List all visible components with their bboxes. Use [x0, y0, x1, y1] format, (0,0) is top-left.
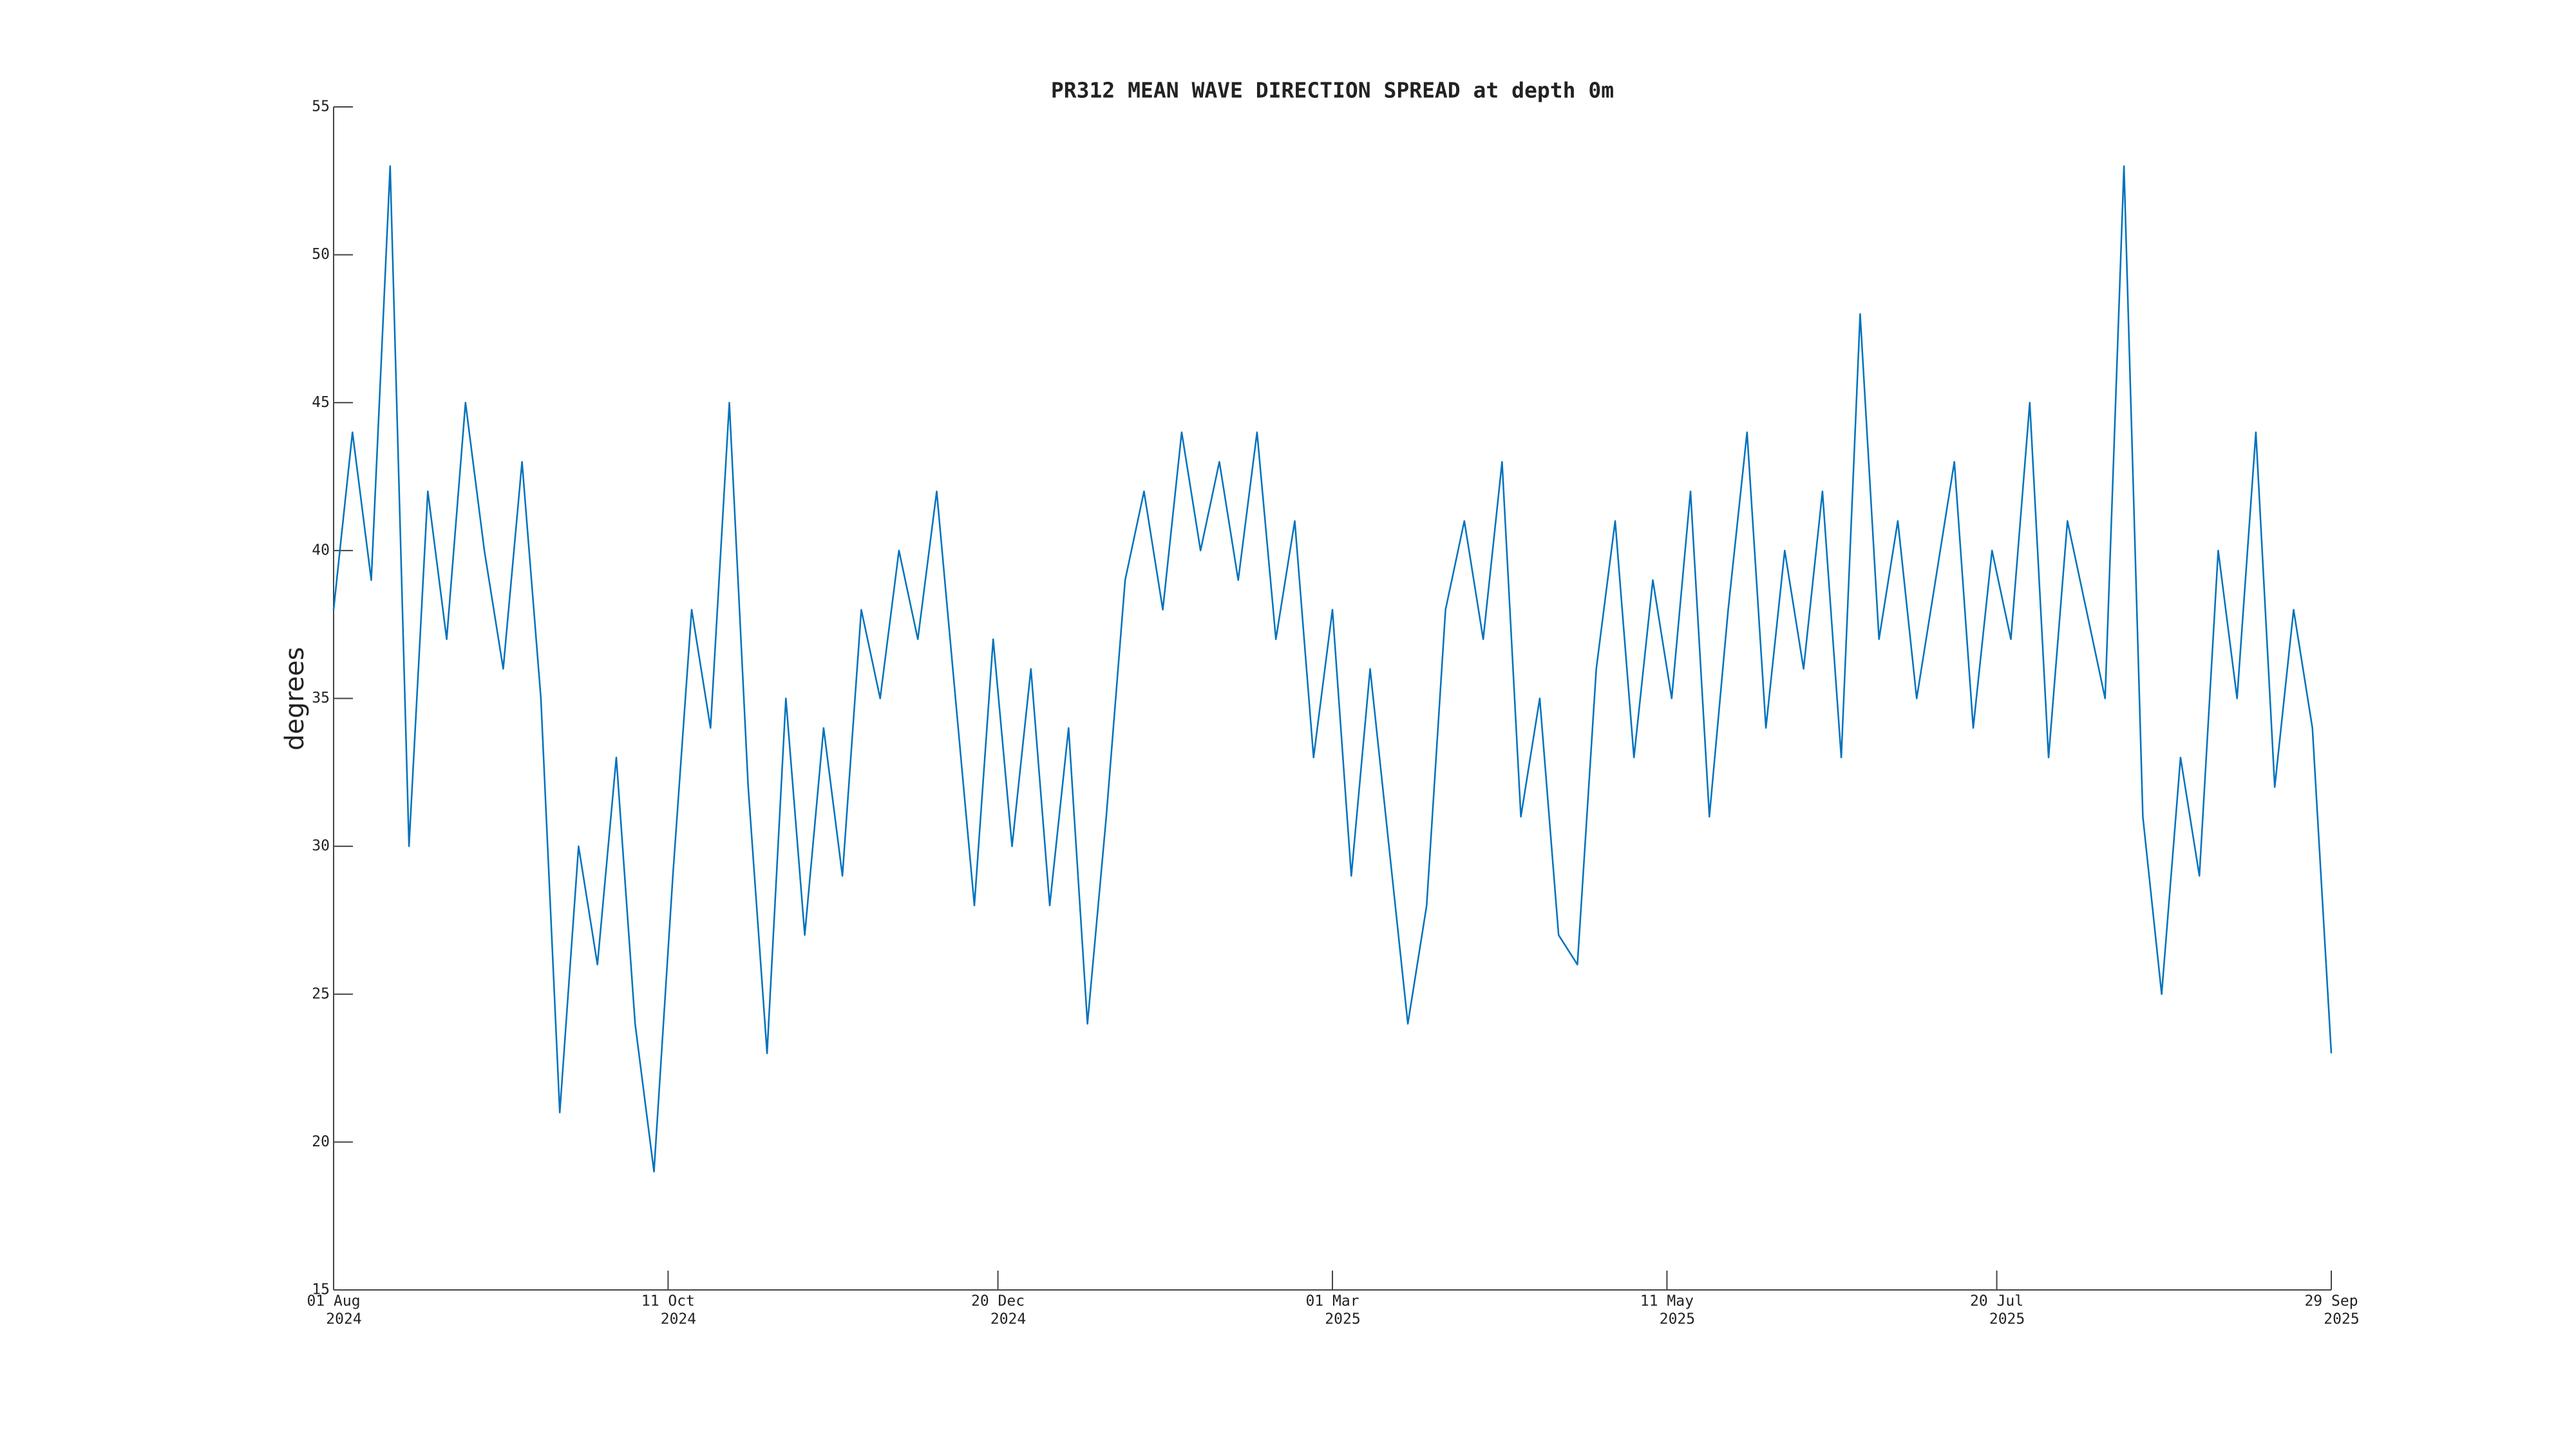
x-tick-label-year: 2024 — [990, 1311, 1026, 1328]
x-tick-label: 11 Oct — [641, 1293, 695, 1310]
data-line — [332, 165, 2333, 1173]
y-tick-label: 50 — [312, 246, 330, 263]
x-tick-label: 01 Aug — [307, 1293, 360, 1310]
x-tick-label-year: 2024 — [326, 1311, 361, 1328]
x-tick-label-year: 2025 — [1325, 1311, 1360, 1328]
x-tick-label: 01 Mar — [1305, 1293, 1359, 1310]
y-tick-label: 45 — [312, 394, 330, 411]
x-tick-label-year: 2025 — [2324, 1311, 2359, 1328]
y-tick-label: 25 — [312, 985, 330, 1002]
y-tick-label: 20 — [312, 1133, 330, 1150]
x-tick-label: 29 Sep — [2304, 1293, 2358, 1310]
y-tick-label: 35 — [312, 690, 330, 706]
x-tick-label-year: 2025 — [1989, 1311, 2025, 1328]
y-tick-label: 55 — [312, 99, 330, 115]
x-tick-label: 11 May — [1640, 1293, 1694, 1310]
chart-title: PR312 MEAN WAVE DIRECTION SPREAD at dept… — [1051, 78, 1614, 103]
x-tick-label-year: 2024 — [661, 1311, 696, 1328]
x-tick-label-year: 2025 — [1660, 1311, 1695, 1328]
x-tick-label: 20 Jul — [1970, 1293, 2023, 1310]
y-tick-label: 15 — [312, 1282, 330, 1298]
x-tick-label: 20 Dec — [971, 1293, 1025, 1310]
y-axis-label: degrees — [280, 647, 310, 750]
y-tick-label: 30 — [312, 838, 330, 855]
y-tick-label: 40 — [312, 542, 330, 558]
